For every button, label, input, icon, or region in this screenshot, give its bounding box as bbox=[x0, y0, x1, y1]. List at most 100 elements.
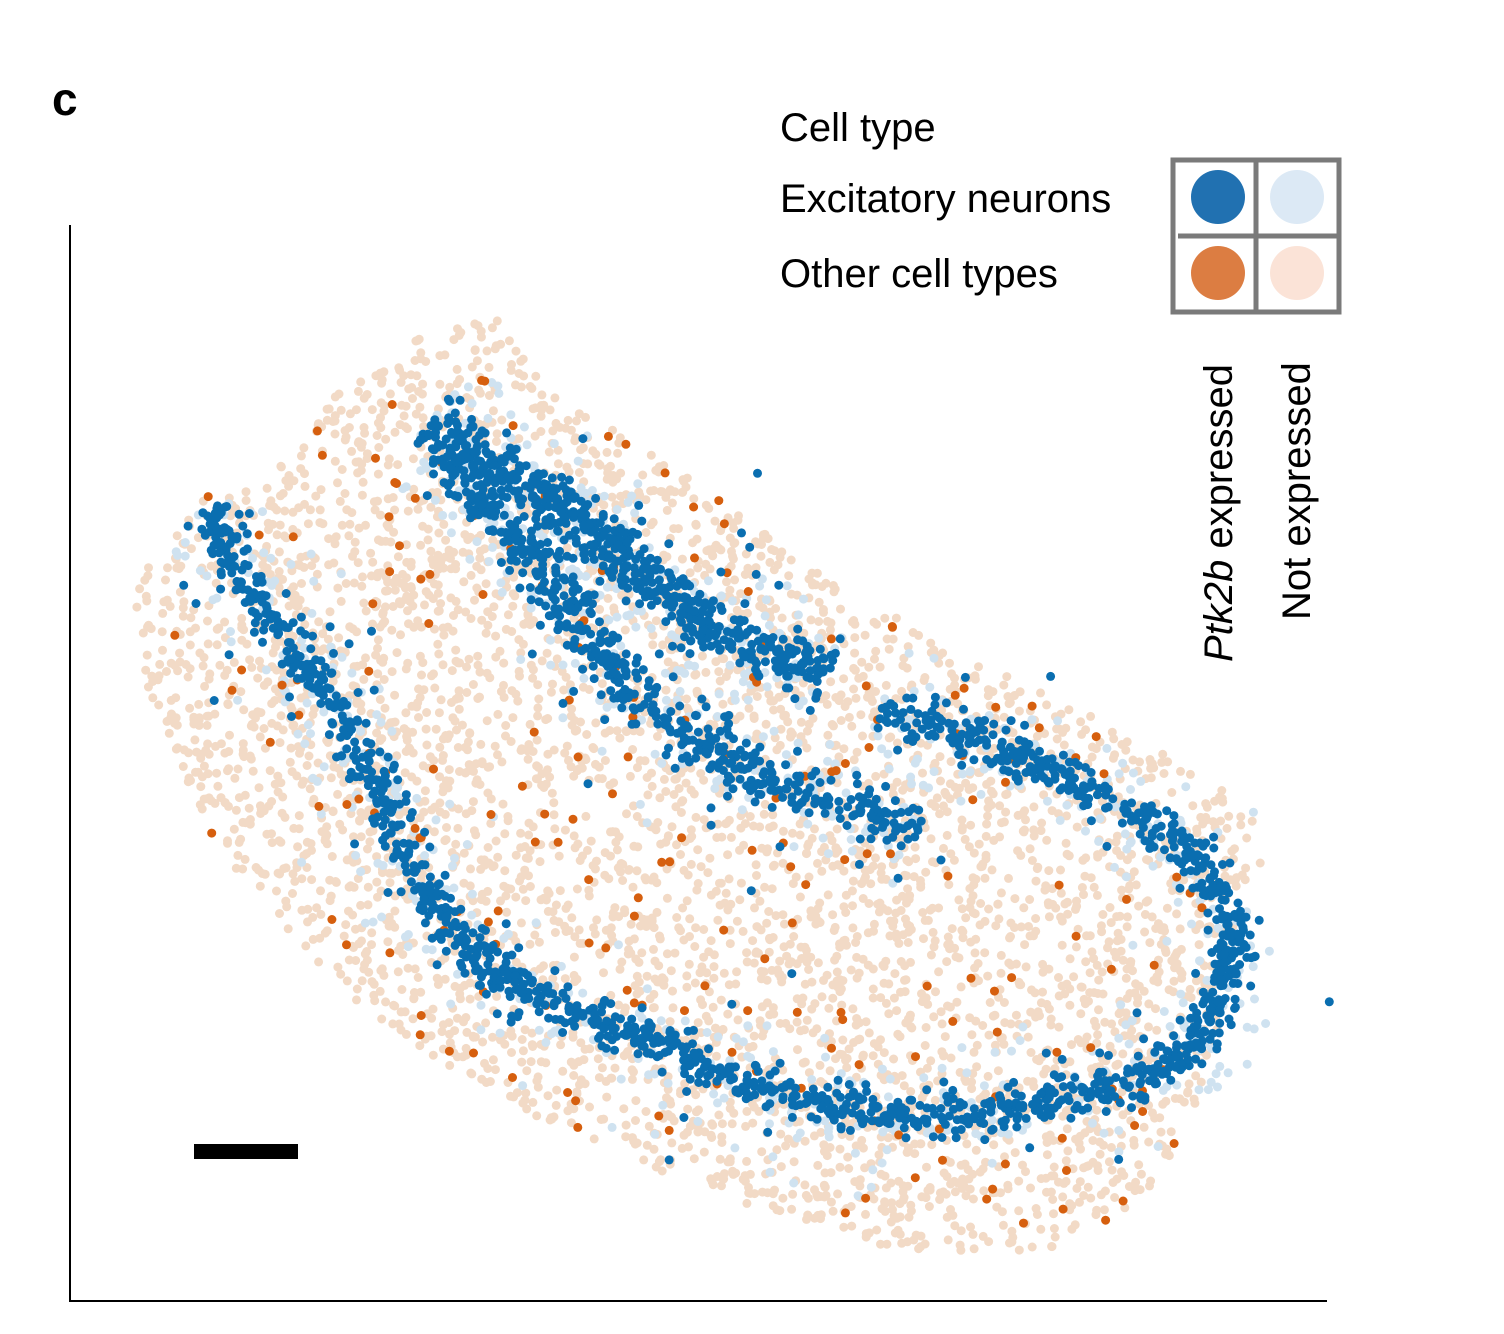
point-other-not-expressed bbox=[728, 1119, 737, 1128]
point-other-not-expressed bbox=[422, 708, 431, 717]
point-other-not-expressed bbox=[432, 725, 441, 734]
point-excitatory-not-expressed bbox=[464, 382, 473, 391]
point-other-not-expressed bbox=[529, 665, 538, 674]
point-other-not-expressed bbox=[1107, 1019, 1116, 1028]
point-other-not-expressed bbox=[583, 846, 592, 855]
point-other-not-expressed bbox=[1153, 978, 1162, 987]
point-other-not-expressed bbox=[295, 561, 304, 570]
point-other-not-expressed bbox=[701, 668, 710, 677]
point-other-not-expressed bbox=[575, 925, 584, 934]
point-other-not-expressed bbox=[957, 982, 966, 991]
point-other-not-expressed bbox=[848, 1004, 857, 1013]
point-other-not-expressed bbox=[1242, 834, 1251, 843]
point-other-not-expressed bbox=[946, 794, 955, 803]
point-other-not-expressed bbox=[554, 459, 563, 468]
point-other-not-expressed bbox=[858, 732, 867, 741]
point-other-not-expressed bbox=[304, 519, 313, 528]
point-other-not-expressed bbox=[971, 948, 980, 957]
point-other-not-expressed bbox=[757, 1147, 766, 1156]
point-other-not-expressed bbox=[650, 1145, 659, 1154]
point-other-not-expressed bbox=[742, 1107, 751, 1116]
point-other-not-expressed bbox=[531, 372, 540, 381]
point-other-not-expressed bbox=[969, 1230, 978, 1239]
point-other-not-expressed bbox=[1021, 1167, 1030, 1176]
point-other-not-expressed bbox=[345, 423, 354, 432]
point-other-not-expressed bbox=[707, 936, 716, 945]
point-excitatory-not-expressed bbox=[173, 551, 182, 560]
point-other-not-expressed bbox=[588, 743, 597, 752]
point-excitatory-not-expressed bbox=[527, 604, 536, 613]
point-other-not-expressed bbox=[607, 1074, 616, 1083]
point-other-not-expressed bbox=[496, 340, 505, 349]
point-other-not-expressed bbox=[859, 894, 868, 903]
point-other-not-expressed bbox=[314, 617, 323, 626]
point-other-not-expressed bbox=[1122, 974, 1131, 983]
point-other-not-expressed bbox=[1096, 1150, 1105, 1159]
point-other-not-expressed bbox=[484, 763, 493, 772]
point-other-not-expressed bbox=[1146, 1177, 1155, 1186]
point-excitatory-not-expressed bbox=[867, 1183, 876, 1192]
point-other-not-expressed bbox=[502, 908, 511, 917]
point-other-not-expressed bbox=[639, 1155, 648, 1164]
point-other-not-expressed bbox=[941, 1032, 950, 1041]
point-other-not-expressed bbox=[1093, 891, 1102, 900]
point-other-not-expressed bbox=[629, 883, 638, 892]
point-other-not-expressed bbox=[686, 834, 695, 843]
point-other-not-expressed bbox=[453, 824, 462, 833]
point-other-not-expressed bbox=[994, 900, 1003, 909]
point-other-not-expressed bbox=[994, 914, 1003, 923]
point-other-not-expressed bbox=[1109, 734, 1118, 743]
point-other-not-expressed bbox=[1088, 743, 1097, 752]
point-other-not-expressed bbox=[691, 923, 700, 932]
point-other-not-expressed bbox=[397, 1007, 406, 1016]
point-other-not-expressed bbox=[750, 1189, 759, 1198]
point-other-not-expressed bbox=[269, 648, 278, 657]
point-other-not-expressed bbox=[776, 1130, 785, 1139]
point-other-not-expressed bbox=[473, 652, 482, 661]
point-other-not-expressed bbox=[465, 729, 474, 738]
point-excitatory-not-expressed bbox=[1136, 777, 1145, 786]
point-other-not-expressed bbox=[455, 375, 464, 384]
point-other-not-expressed bbox=[890, 994, 899, 1003]
point-excitatory-not-expressed bbox=[361, 919, 370, 928]
point-other-not-expressed bbox=[591, 718, 600, 727]
point-other-not-expressed bbox=[663, 894, 672, 903]
point-other-not-expressed bbox=[876, 993, 885, 1002]
point-other-not-expressed bbox=[376, 695, 385, 704]
point-other-not-expressed bbox=[522, 1066, 531, 1075]
point-other-not-expressed bbox=[272, 887, 281, 896]
point-other-not-expressed bbox=[369, 826, 378, 835]
point-other-not-expressed bbox=[466, 881, 475, 890]
point-other-not-expressed bbox=[213, 782, 222, 791]
point-other-not-expressed bbox=[776, 705, 785, 714]
point-other-not-expressed bbox=[757, 974, 766, 983]
point-other-not-expressed bbox=[158, 646, 167, 655]
point-other-not-expressed bbox=[1029, 825, 1038, 834]
point-other-not-expressed bbox=[856, 710, 865, 719]
point-other-not-expressed bbox=[749, 822, 758, 831]
point-other-not-expressed bbox=[849, 1038, 858, 1047]
point-other-not-expressed bbox=[769, 933, 778, 942]
point-other-not-expressed bbox=[554, 917, 563, 926]
point-excitatory-not-expressed bbox=[337, 569, 346, 578]
point-other-not-expressed bbox=[362, 947, 371, 956]
point-other-not-expressed bbox=[845, 713, 854, 722]
point-other-not-expressed bbox=[548, 680, 557, 689]
point-other-not-expressed bbox=[1090, 1017, 1099, 1026]
point-excitatory-not-expressed bbox=[913, 755, 922, 764]
point-other-not-expressed bbox=[742, 1199, 751, 1208]
point-other-not-expressed bbox=[732, 967, 741, 976]
point-excitatory-not-expressed bbox=[404, 942, 413, 951]
point-other-not-expressed bbox=[467, 806, 476, 815]
point-other-not-expressed bbox=[324, 560, 333, 569]
point-other-not-expressed bbox=[813, 859, 822, 868]
point-other-not-expressed bbox=[242, 640, 251, 649]
point-other-not-expressed bbox=[1097, 927, 1106, 936]
point-other-not-expressed bbox=[642, 1107, 651, 1116]
point-other-not-expressed bbox=[230, 825, 239, 834]
point-other-not-expressed bbox=[1047, 1242, 1056, 1251]
point-other-not-expressed bbox=[714, 1111, 723, 1120]
point-other-not-expressed bbox=[1080, 1128, 1089, 1137]
point-other-not-expressed bbox=[476, 865, 485, 874]
point-other-not-expressed bbox=[581, 413, 590, 422]
